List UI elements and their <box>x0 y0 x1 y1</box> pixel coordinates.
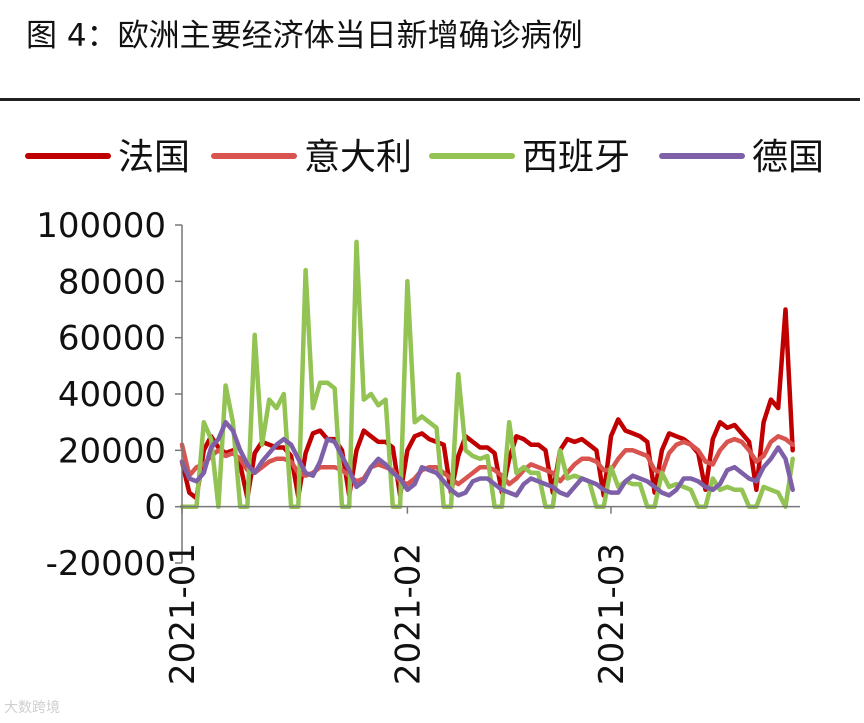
x-axis-tick-labels: 2021-01 2021-02 2021-03 <box>163 543 632 685</box>
watermark-text: 大数跨境 <box>4 700 60 716</box>
y-tick-label: 60000 <box>58 319 166 359</box>
y-tick-label: 80000 <box>58 262 166 302</box>
chart-legend: 法国 意大利 西班牙 德国 <box>25 137 824 178</box>
x-tick-label: 2021-03 <box>592 543 632 685</box>
series-line-4 <box>179 419 795 498</box>
y-axis-tick-labels: -20000 0 20000 40000 60000 80000 100000 <box>36 206 166 584</box>
series-lines <box>179 239 795 509</box>
y-tick-label: 40000 <box>58 375 166 415</box>
y-tick-label: -20000 <box>46 544 166 584</box>
legend-label: 意大利 <box>304 137 412 178</box>
legend-label: 德国 <box>752 137 824 178</box>
x-tick-label: 2021-01 <box>163 543 203 685</box>
y-tick-label: 0 <box>144 488 166 528</box>
title-divider <box>0 98 860 101</box>
chart-axes <box>175 224 800 564</box>
x-tick-label: 2021-02 <box>388 543 428 685</box>
figure-title: 图 4：欧洲主要经济体当日新增确诊病例 <box>26 18 583 54</box>
y-tick-label: 20000 <box>58 431 166 471</box>
legend-label: 西班牙 <box>522 137 630 178</box>
series-line-3 <box>179 239 795 509</box>
legend-label: 法国 <box>118 137 190 178</box>
y-tick-label: 100000 <box>36 206 166 246</box>
